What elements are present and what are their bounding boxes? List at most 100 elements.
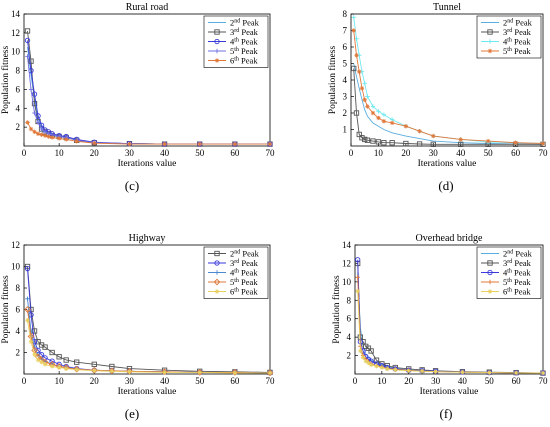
data-point (24, 266, 31, 272)
data-point (430, 141, 436, 147)
legend-label-3rd-peak: 3rd Peak (503, 258, 532, 268)
data-point (376, 109, 381, 114)
legend-marker (487, 260, 493, 266)
data-point (385, 366, 390, 372)
legend-label-5th-peak: 5th Peak (503, 46, 531, 56)
data-point (35, 120, 41, 125)
data-point (365, 104, 370, 109)
data-point (39, 359, 44, 365)
data-point (393, 367, 398, 373)
x-tick-label: 10 (55, 148, 65, 158)
series-6th-peak (25, 120, 273, 147)
y-tick-label: 4 (343, 75, 348, 85)
x-tick-label: 50 (195, 376, 205, 386)
caption-e: (e) (124, 406, 140, 421)
series-4th-peak (25, 296, 273, 376)
data-point (363, 358, 368, 364)
y-tick-label: 7 (343, 26, 348, 36)
chart-title: Rural road (126, 2, 169, 13)
legend-marker (487, 48, 493, 54)
data-point (28, 126, 34, 132)
data-point (109, 369, 115, 374)
y-tick-label: 8 (343, 9, 348, 19)
legend-label-3rd-peak: 3rd Peak (230, 258, 259, 268)
x-tick-label: 30 (429, 148, 439, 158)
legend-label-6th-peak: 6th Peak (230, 287, 258, 297)
data-point (56, 354, 62, 360)
y-tick-label: 6 (16, 305, 21, 315)
data-point (28, 87, 34, 92)
x-tick-label: 10 (377, 376, 387, 386)
data-point (376, 115, 381, 121)
series-2nd-peak (353, 63, 544, 145)
chart-title: Overhead bridge (416, 233, 483, 244)
data-point (357, 69, 362, 74)
data-point (351, 28, 356, 33)
data-point (368, 348, 374, 354)
data-point (28, 58, 34, 64)
y-tick-label: 12 (342, 258, 351, 268)
legend-label-5th-peak: 5th Peak (503, 277, 531, 287)
data-point (267, 141, 273, 147)
x-tick-label: 10 (374, 148, 384, 158)
data-point (389, 120, 395, 126)
legend-marker (214, 260, 220, 266)
series-6th-peak (25, 318, 273, 376)
data-point (353, 110, 360, 116)
data-point (28, 339, 34, 344)
x-tick-label: 40 (456, 148, 466, 158)
data-point (49, 364, 55, 369)
legend-label-2nd-peak: 2nd Peak (230, 18, 260, 28)
legend-marker (214, 270, 220, 275)
data-point (24, 306, 31, 313)
legend-marker (214, 58, 220, 63)
series-3rd-peak (351, 65, 546, 147)
series-line (27, 309, 271, 374)
data-point (419, 369, 425, 374)
series-line (357, 291, 544, 374)
legend-label-5th-peak: 5th Peak (230, 277, 258, 287)
x-tick-label: 60 (512, 376, 521, 386)
data-point (370, 138, 376, 144)
legend-marker (487, 39, 493, 44)
data-point (359, 86, 365, 91)
plot-frame (354, 244, 544, 375)
data-point (197, 370, 202, 375)
legend-label-3rd-peak: 3rd Peak (503, 27, 532, 37)
y-tick-label: 2 (16, 348, 21, 358)
data-point (351, 65, 357, 72)
y-axis-label: Population fitness (327, 46, 338, 115)
data-point (74, 367, 79, 372)
caption-f: (f) (439, 406, 453, 421)
data-point (266, 369, 274, 377)
y-tick-label: 1 (343, 125, 348, 135)
data-point (540, 370, 546, 376)
data-point (127, 369, 132, 375)
data-point (25, 120, 30, 125)
legend-label-2nd-peak: 2nd Peak (503, 249, 533, 259)
data-point (540, 141, 546, 146)
legend-label-3rd-peak: 3rd Peak (230, 27, 259, 37)
data-point (32, 110, 37, 116)
y-tick-label: 4 (16, 103, 21, 113)
data-point (364, 137, 371, 143)
x-tick-label: 50 (484, 148, 494, 158)
x-tick-label: 50 (195, 148, 205, 158)
series-5th-peak (25, 54, 273, 147)
data-point (417, 128, 422, 134)
x-tick-label: 20 (404, 376, 414, 386)
data-point (379, 365, 385, 370)
data-point (56, 136, 62, 141)
data-point (355, 288, 360, 294)
x-tick-label: 60 (230, 376, 240, 386)
y-tick-label: 10 (342, 277, 352, 287)
data-point (25, 318, 30, 323)
y-tick-label: 8 (347, 295, 352, 305)
y-tick-label: 8 (16, 283, 21, 293)
data-point (92, 368, 97, 373)
x-tick-label: 40 (160, 148, 170, 158)
y-tick-label: 12 (11, 28, 20, 38)
data-point (368, 362, 374, 367)
